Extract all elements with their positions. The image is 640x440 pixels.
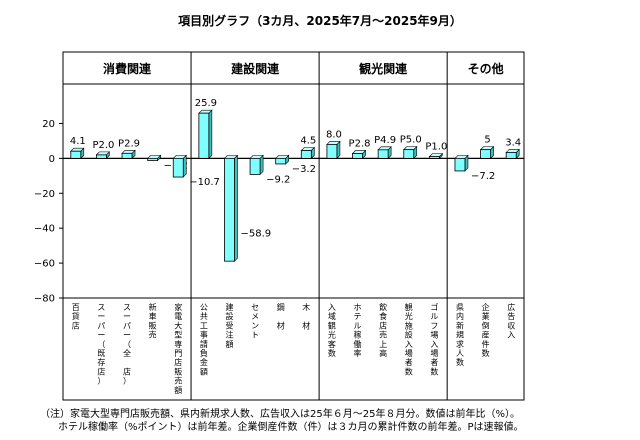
bar-value-label: 8.0 — [326, 129, 342, 140]
bar-value-label: −3.2 — [292, 164, 316, 175]
chart-frame — [62, 51, 525, 401]
y-tick-label: −40 — [34, 224, 55, 235]
bar-value-label: 3.4 — [505, 137, 521, 148]
category-label: 建設受注額 — [225, 302, 233, 349]
bar-value-label: 25.9 — [195, 98, 217, 109]
bar-value-label: P2.0 — [92, 140, 114, 151]
bar — [96, 154, 107, 159]
category-label: 企業倒産件数 — [482, 302, 490, 358]
bar-value-label: 4.1 — [70, 136, 86, 147]
y-tick-label: 20 — [42, 119, 55, 130]
bar-value-label: −9.2 — [266, 174, 290, 185]
category-label: 入域観光客数 — [328, 303, 336, 358]
bar — [121, 152, 133, 159]
category-label: ホテル稼働率 — [354, 303, 362, 358]
bar — [275, 157, 287, 165]
category-label: 観光施設入場者数 — [405, 302, 413, 376]
bar — [224, 157, 235, 262]
category-label: 鋼 材 — [277, 302, 285, 330]
bar-value-label: P5.0 — [400, 135, 422, 146]
chart-title: 項目別グラフ（3カ月、2025年7月～2025年9月） — [178, 14, 462, 28]
bar — [454, 157, 466, 172]
bar — [505, 152, 517, 159]
bar-value-label: P2.9 — [118, 138, 140, 149]
bar — [249, 157, 261, 175]
bar — [480, 149, 491, 159]
bar — [403, 149, 415, 159]
bar-value-label: −10.7 — [189, 177, 220, 188]
category-label: スーパー（既存店） — [97, 303, 105, 386]
category-label: 飲食店売上高 — [379, 302, 387, 358]
category-label: セメント — [251, 303, 259, 340]
y-tick-label: −20 — [34, 189, 55, 200]
footnote-line-1: （注）家電大型専門店販売額、県内新規求人数、広告収入は25年６月～25年８月分。… — [40, 409, 520, 420]
category-label: 県内新規求人数 — [456, 303, 464, 367]
bar-value-label: P4.9 — [374, 135, 396, 146]
y-tick-label: 0 — [49, 154, 55, 165]
bar-side — [182, 154, 187, 178]
group-label: その他 — [468, 61, 504, 76]
bar — [428, 156, 440, 159]
category-label: 広告収入 — [507, 302, 515, 340]
bar — [352, 153, 363, 159]
bar-value-label: P2.8 — [349, 138, 371, 149]
category-label: 新車販売 — [149, 302, 157, 340]
y-tick-label: −80 — [34, 294, 55, 305]
bar — [147, 157, 159, 161]
bar-side — [208, 109, 213, 160]
bar-value-label: P1.0 — [425, 142, 447, 153]
category-label: 公共工事請負金額 — [200, 303, 208, 376]
bar — [377, 149, 389, 159]
footnote-line-2: ホテル稼働率（%ポイント）は前年差。企業倒産件数（件）は３カ月の累計件数の前年差… — [58, 422, 524, 433]
bar — [70, 150, 82, 159]
bar-value-label: −58.9 — [240, 228, 271, 239]
group-label: 観光関連 — [359, 61, 408, 76]
bar — [326, 143, 338, 159]
bar — [172, 157, 184, 178]
category-label: ゴルフ場入場者数 — [430, 302, 438, 376]
category-label: スーパー（全 店） — [123, 303, 131, 386]
y-tick-label: −60 — [34, 259, 55, 270]
bar-side — [234, 154, 238, 262]
group-label: 消費関連 — [103, 61, 152, 76]
category-label: 百貨店 — [72, 303, 80, 330]
bar-value-label: −7.2 — [471, 171, 495, 182]
group-label: 建設関連 — [230, 61, 280, 76]
bar — [300, 150, 312, 159]
bar-value-label: 4.5 — [300, 136, 316, 147]
category-label: 木 材 — [302, 302, 310, 330]
bar — [198, 112, 210, 159]
bar-value-label: 5 — [484, 135, 490, 146]
category-label: 家電大型専門店販売額 — [174, 302, 182, 395]
